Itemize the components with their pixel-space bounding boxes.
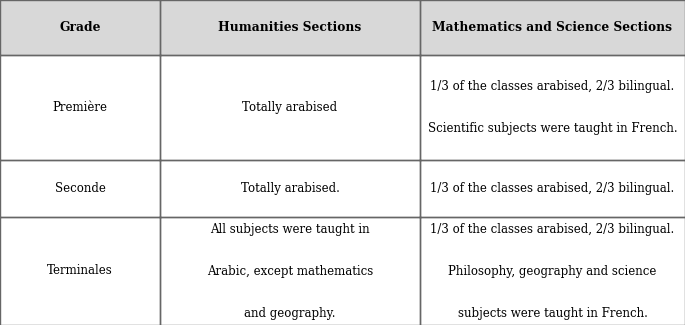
Bar [420, 55, 685, 160]
Text: Totally arabised: Totally arabised [242, 101, 338, 114]
Text: Grade: Grade [59, 21, 101, 34]
Bar [0, 55, 160, 160]
Text: Mathematics and Science Sections: Mathematics and Science Sections [432, 21, 673, 34]
Bar [0, 0, 160, 55]
Text: Première: Première [53, 101, 108, 114]
Bar [160, 160, 420, 217]
Text: 1/3 of the classes arabised, 2/3 bilingual.

Scientific subjects were taught in : 1/3 of the classes arabised, 2/3 bilingu… [427, 80, 677, 135]
Text: Totally arabised.: Totally arabised. [240, 182, 340, 195]
Bar [0, 217, 160, 325]
Text: All subjects were taught in

Arabic, except mathematics

and geography.: All subjects were taught in Arabic, exce… [207, 223, 373, 319]
Bar [0, 160, 160, 217]
Bar [160, 0, 420, 55]
Bar [420, 160, 685, 217]
Bar [160, 217, 420, 325]
Text: Terminales: Terminales [47, 265, 113, 278]
Bar [420, 0, 685, 55]
Text: 1/3 of the classes arabised, 2/3 bilingual.: 1/3 of the classes arabised, 2/3 bilingu… [430, 182, 675, 195]
Text: Seconde: Seconde [55, 182, 105, 195]
Bar [160, 55, 420, 160]
Text: 1/3 of the classes arabised, 2/3 bilingual.

Philosophy, geography and science

: 1/3 of the classes arabised, 2/3 bilingu… [430, 223, 675, 319]
Bar [420, 217, 685, 325]
Text: Humanities Sections: Humanities Sections [219, 21, 362, 34]
